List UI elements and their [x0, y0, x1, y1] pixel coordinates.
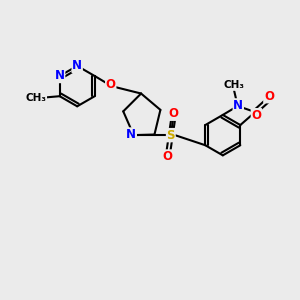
Text: S: S [167, 129, 175, 142]
Text: O: O [251, 109, 261, 122]
Text: N: N [126, 128, 136, 141]
Text: CH₃: CH₃ [26, 93, 46, 103]
Text: N: N [55, 70, 65, 83]
Text: O: O [106, 78, 116, 91]
Text: O: O [169, 107, 179, 120]
Text: CH₃: CH₃ [224, 80, 244, 90]
Text: O: O [163, 150, 173, 163]
Text: N: N [72, 59, 82, 72]
Text: N: N [233, 99, 243, 112]
Text: O: O [264, 90, 274, 103]
